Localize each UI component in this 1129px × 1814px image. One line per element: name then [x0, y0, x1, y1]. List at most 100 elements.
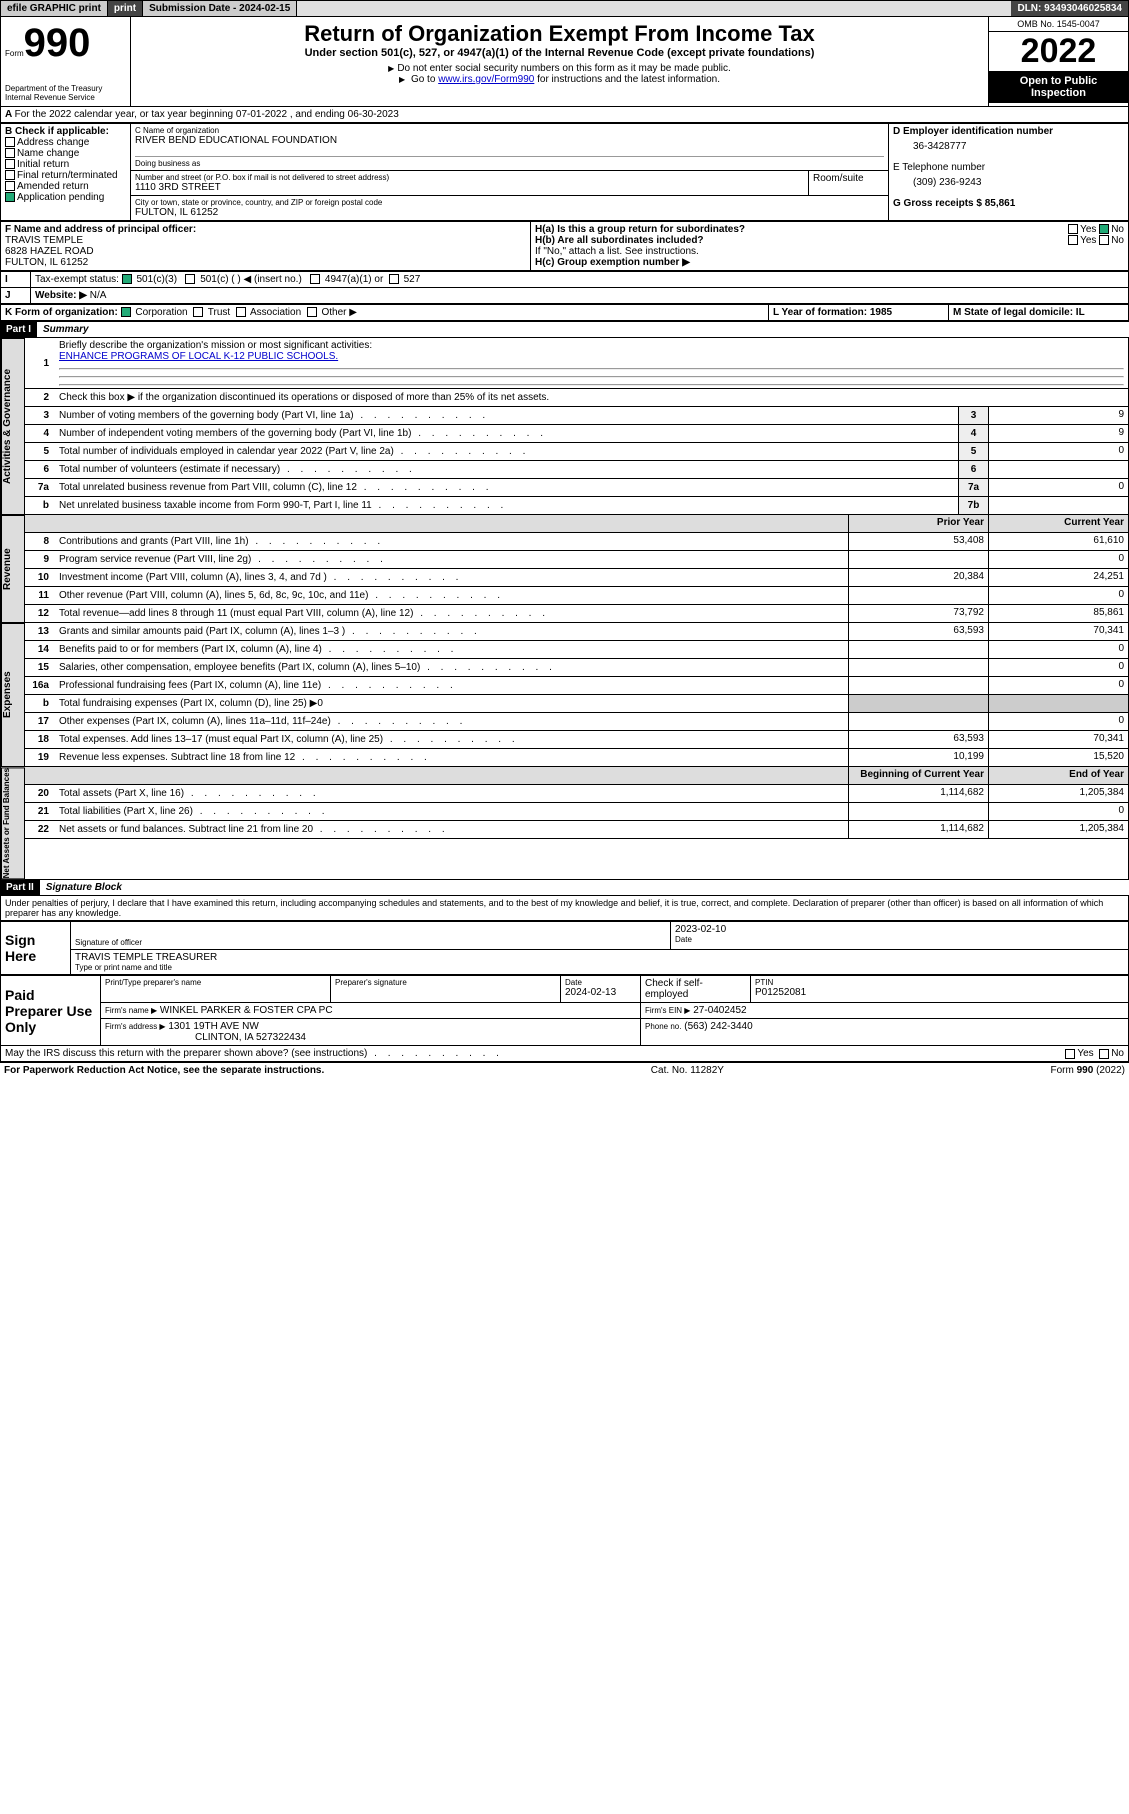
firm-phone-label: Phone no.: [645, 1022, 681, 1031]
paid-preparer-label: Paid Preparer Use Only: [1, 976, 101, 1046]
signature-table: Sign Here Signature of officer 2023-02-1…: [0, 921, 1129, 975]
b-opt-3[interactable]: Final return/terminated: [5, 170, 126, 181]
line-a: A For the 2022 calendar year, or tax yea…: [0, 107, 1129, 123]
type-name-label: Type or print name and title: [75, 963, 1124, 972]
c-label: C Name of organization: [135, 126, 884, 135]
form-header: Form990 Department of the Treasury Inter…: [0, 17, 1129, 107]
l-row: L Year of formation: 1985: [769, 305, 949, 321]
side-net: Net Assets or Fund Balances: [1, 767, 25, 879]
firm-ein-value: 27-0402452: [693, 1005, 746, 1016]
row: bTotal fundraising expenses (Part IX, co…: [25, 695, 1128, 713]
i-row: Tax-exempt status: 501(c)(3) 501(c) ( ) …: [31, 272, 1129, 288]
row: 12Total revenue—add lines 8 through 11 (…: [25, 605, 1128, 623]
pra-notice: For Paperwork Reduction Act Notice, see …: [4, 1065, 324, 1076]
gov-row: 5Total number of individuals employed in…: [25, 443, 1128, 461]
l1-text: Briefly describe the organization's miss…: [55, 338, 1128, 388]
part2-header: Part II Signature Block: [0, 879, 1129, 896]
goto-line: Go to www.irs.gov/Form990 for instructio…: [135, 74, 984, 85]
irs-link[interactable]: www.irs.gov/Form990: [438, 74, 534, 85]
row: 19Revenue less expenses. Subtract line 1…: [25, 749, 1128, 767]
part1-netassets: Net Assets or Fund Balances Beginning of…: [0, 767, 1129, 879]
row: 20Total assets (Part X, line 16)1,114,68…: [25, 785, 1128, 803]
hb-line: H(b) Are all subordinates included? Yes …: [535, 235, 1124, 246]
prep-date-value: 2024-02-13: [565, 987, 636, 998]
firm-phone-value: (563) 242-3440: [684, 1021, 752, 1032]
row: 10Investment income (Part VIII, column (…: [25, 569, 1128, 587]
side-expenses: Expenses: [1, 623, 25, 767]
f-label: F Name and address of principal officer:: [5, 224, 196, 235]
hc-line: H(c) Group exemption number ▶: [535, 257, 1124, 268]
e-label: E Telephone number: [893, 162, 1124, 173]
top-toolbar: efile GRAPHIC print print Submission Dat…: [0, 0, 1129, 17]
may-discuss-row: May the IRS discuss this return with the…: [0, 1046, 1129, 1062]
j-row: Website: ▶ N/A: [31, 288, 1129, 304]
row: 11Other revenue (Part VIII, column (A), …: [25, 587, 1128, 605]
b-opt-4[interactable]: Amended return: [5, 181, 126, 192]
org-name: RIVER BEND EDUCATIONAL FOUNDATION: [135, 135, 884, 146]
submission-date: Submission Date - 2024-02-15: [143, 1, 297, 16]
open-inspection: Open to Public Inspection: [989, 71, 1128, 103]
b-opt-0[interactable]: Address change: [5, 137, 126, 148]
fh-table: F Name and address of principal officer:…: [0, 221, 1129, 271]
ssn-warning: Do not enter social security numbers on …: [135, 63, 984, 74]
tax-year: 2022: [989, 32, 1128, 71]
b-label: B Check if applicable:: [5, 126, 126, 137]
preparer-table: Paid Preparer Use Only Print/Type prepar…: [0, 975, 1129, 1046]
sig-date-value: 2023-02-10: [675, 924, 1124, 935]
ij-table: I Tax-exempt status: 501(c)(3) 501(c) ( …: [0, 271, 1129, 304]
sig-officer-label: Signature of officer: [75, 938, 666, 947]
page-footer: For Paperwork Reduction Act Notice, see …: [0, 1062, 1129, 1078]
officer-addr1: 6828 HAZEL ROAD: [5, 246, 94, 257]
form-word: Form: [5, 49, 24, 58]
officer-addr2: FULTON, IL 61252: [5, 257, 88, 268]
form-number: 990: [24, 21, 91, 65]
ptin-value: P01252081: [755, 987, 1124, 998]
part1-expenses: Expenses 13Grants and similar amounts pa…: [0, 623, 1129, 767]
klm-table: K Form of organization: Corporation Trus…: [0, 304, 1129, 321]
firm-addr2: CLINTON, IA 527322434: [195, 1032, 306, 1043]
form-title: Return of Organization Exempt From Incom…: [135, 21, 984, 47]
row: 22Net assets or fund balances. Subtract …: [25, 821, 1128, 839]
b-opt-5[interactable]: Application pending: [5, 192, 126, 203]
omb-number: OMB No. 1545-0047: [989, 17, 1128, 32]
cat-number: Cat. No. 11282Y: [651, 1065, 724, 1076]
m-row: M State of legal domicile: IL: [949, 305, 1129, 321]
ein-value: 36-3428777: [893, 137, 1124, 162]
self-employed-check[interactable]: Check if self-employed: [641, 976, 751, 1003]
gov-row: 4Number of independent voting members of…: [25, 425, 1128, 443]
col-prior: Prior Year: [848, 515, 988, 532]
l2-text: Check this box ▶ if the organization dis…: [55, 390, 1128, 405]
phone-value: (309) 236-9243: [893, 173, 1124, 198]
part1-header: Part I Summary: [0, 321, 1129, 338]
side-revenue: Revenue: [1, 515, 25, 623]
gov-row: bNet unrelated business taxable income f…: [25, 497, 1128, 515]
firm-ein-label: Firm's EIN ▶: [645, 1006, 690, 1015]
row: 17Other expenses (Part IX, column (A), l…: [25, 713, 1128, 731]
row: 14Benefits paid to or for members (Part …: [25, 641, 1128, 659]
row: 18Total expenses. Add lines 13–17 (must …: [25, 731, 1128, 749]
form-subtitle: Under section 501(c), 527, or 4947(a)(1)…: [135, 47, 984, 59]
ptin-label: PTIN: [755, 978, 1124, 987]
firm-name-value: WINKEL PARKER & FOSTER CPA PC: [160, 1005, 333, 1016]
row: 13Grants and similar amounts paid (Part …: [25, 623, 1128, 641]
col-end: End of Year: [988, 767, 1128, 784]
part1-governance: Activities & Governance 1Briefly describ…: [0, 338, 1129, 515]
prep-date-label: Date: [565, 978, 636, 987]
form-version: Form 990 (2022): [1051, 1065, 1125, 1076]
row: 8Contributions and grants (Part VIII, li…: [25, 533, 1128, 551]
officer-name: TRAVIS TEMPLE: [5, 235, 83, 246]
city-label: City or town, state or province, country…: [135, 198, 884, 207]
row: 15Salaries, other compensation, employee…: [25, 659, 1128, 677]
col-current: Current Year: [988, 515, 1128, 532]
officer-typed-name: TRAVIS TEMPLE TREASURER: [75, 952, 1124, 963]
part1-revenue: Revenue Prior YearCurrent Year 8Contribu…: [0, 515, 1129, 623]
b-opt-2[interactable]: Initial return: [5, 159, 126, 170]
firm-name-label: Firm's name ▶: [105, 1006, 157, 1015]
k-row: K Form of organization: Corporation Trus…: [1, 305, 769, 321]
b-opt-1[interactable]: Name change: [5, 148, 126, 159]
street-address: 1110 3RD STREET: [135, 182, 804, 193]
gov-row: 7aTotal unrelated business revenue from …: [25, 479, 1128, 497]
efile-label: efile GRAPHIC print: [1, 1, 108, 16]
print-button[interactable]: print: [108, 1, 143, 16]
header-info-table: B Check if applicable: Address change Na…: [0, 123, 1129, 221]
